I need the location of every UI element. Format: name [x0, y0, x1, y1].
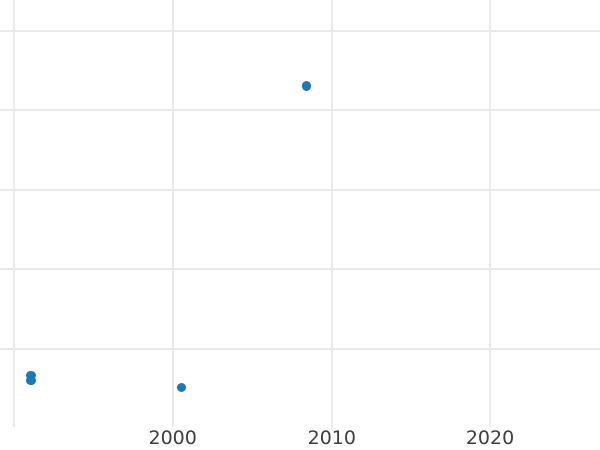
- y-gridline: [0, 188, 600, 191]
- data-point: [176, 382, 187, 393]
- y-gridline: [0, 109, 600, 111]
- data-point: [26, 370, 36, 381]
- x-tick-label: 2020: [465, 427, 515, 449]
- x-gridline: [330, 0, 333, 428]
- data-point: [301, 81, 312, 91]
- data-point: [26, 375, 36, 386]
- x-gridline: [171, 0, 174, 428]
- y-gridline: [0, 347, 600, 350]
- x-tick-label: 2010: [307, 427, 356, 449]
- x-tick-label: 2000: [148, 427, 197, 449]
- y-gridline: [0, 29, 600, 32]
- x-gridline: [489, 0, 491, 428]
- y-gridline: [0, 268, 600, 270]
- x-gridline: [12, 0, 15, 428]
